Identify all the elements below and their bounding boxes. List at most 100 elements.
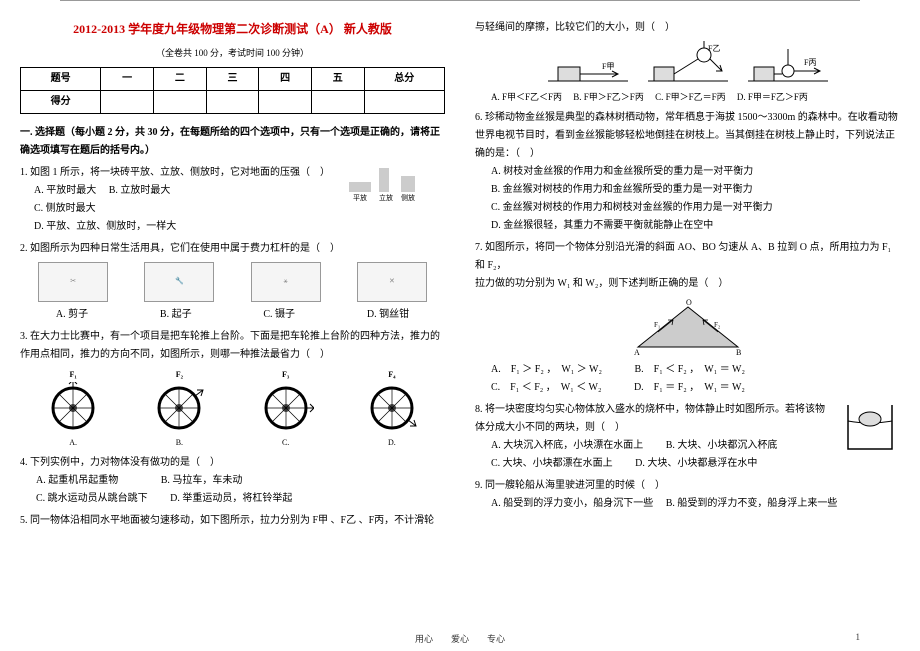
- wheel-b: F₂ B.: [151, 368, 207, 450]
- opt: D. 平放、立放、侧放时，一样大: [34, 221, 176, 232]
- opt: A. 平放时最大: [34, 185, 96, 196]
- label: B.: [151, 436, 207, 450]
- pliers-icon: ✕: [357, 262, 427, 302]
- question-6: 6. 珍稀动物金丝猴是典型的森林树栖动物，常年栖息于海拔 1500～3300m …: [475, 109, 900, 235]
- label: C.: [258, 436, 314, 450]
- th: 总分: [364, 67, 444, 90]
- opt: A. F甲＜F乙＜F丙: [491, 92, 562, 102]
- opt: A. 起重机吊起重物: [36, 475, 118, 486]
- q6-stem: 6. 珍稀动物金丝猴是典型的森林树栖动物，常年栖息于海拔 1500～3300m …: [475, 109, 900, 163]
- question-3: 3. 在大力士比赛中，有一个项目是把车轮推上台阶。下面是把车轮推上台阶的四种方法…: [20, 328, 445, 450]
- question-8: 8. 将一块密度均匀实心物体放入盛水的烧杯中，物体静止时如图所示。若将该物体分成…: [475, 401, 900, 473]
- opt: A. 大块沉入杯底，小块漂在水面上: [491, 440, 643, 451]
- label: 侧放: [401, 192, 415, 205]
- page-container: 2012-2013 学年度九年级物理第二次诊断测试（A） 新人教版 （全卷共 1…: [0, 9, 920, 629]
- exam-subtitle: （全卷共 100 分，考试时间 100 分钟）: [20, 45, 445, 61]
- opt: C. 跳水运动员从跳台跳下: [36, 493, 148, 504]
- svg-text:A: A: [634, 348, 640, 357]
- top-rule: [60, 0, 860, 1]
- questionडquestion-4: 4. 下列实例中，力对物体没有做功的是（ ） A. 起重机吊起重物 B. 马拉车…: [20, 454, 445, 508]
- th: 五: [311, 67, 364, 90]
- wheel-c: F₃ C.: [258, 368, 314, 450]
- pulley-diagrams: F甲 F乙: [475, 41, 900, 85]
- question-7: 7. 如图所示，将同一个物体分别沿光滑的斜面 AO、BO 匀速从 A、B 拉到 …: [475, 239, 900, 397]
- th: 三: [206, 67, 259, 90]
- title-edition: 新人教版: [344, 22, 392, 36]
- q9-opts: A. 船受到的浮力变小，船身沉下一些 B. 船受到的浮力不变，船身浮上来一些: [475, 495, 900, 513]
- opt: B. 大块、小块都沉入杯底: [666, 440, 778, 451]
- cell: [364, 90, 444, 113]
- scissors-icon: ✂: [38, 262, 108, 302]
- opt: B. F₁ ＜ F₂ ， W₁ ＝ W₂: [635, 364, 745, 375]
- svg-text:F甲: F甲: [602, 62, 614, 71]
- question-5: 5. 同一物体沿相同水平地面被匀速移动，如下图所示，拉力分别为 F甲 、F乙 、…: [20, 512, 445, 530]
- opt: B. 起子: [160, 306, 192, 324]
- score-table: 题号 一 二 三 四 五 总分 得分: [20, 67, 445, 114]
- incline-triangle-icon: A O B F₁ F₂: [618, 297, 758, 357]
- th: 题号: [21, 67, 101, 90]
- pulley-a-icon: F甲: [548, 41, 628, 85]
- th: 四: [259, 67, 312, 90]
- force-label: F₃: [258, 368, 314, 382]
- opt: D. F₁ ＝ F₂ ， W₁ ＝ W₂: [634, 382, 745, 393]
- table-row: 得分: [21, 90, 445, 113]
- q7-stem: 7. 如图所示，将同一个物体分别沿光滑的斜面 AO、BO 匀速从 A、B 拉到 …: [475, 239, 900, 275]
- q8-opts: A. 大块沉入杯底，小块漂在水面上 B. 大块、小块都沉入杯底 C. 大块、小块…: [475, 437, 900, 473]
- opener-icon: 🔧: [144, 262, 214, 302]
- wheel-icon: [258, 382, 314, 430]
- opt: C. 侧放时最大: [34, 203, 96, 214]
- q2-images: ✂ 🔧 ⚹ ✕: [20, 262, 445, 302]
- opt: A. F₁ ＞ F₂ ， W₁ ＞ W₂: [491, 364, 602, 375]
- q5-opts: A. F甲＜F乙＜F丙 B. F甲＞F乙＞F丙 C. F甲＞F乙＝F丙 D. F…: [475, 89, 900, 105]
- q4-stem: 4. 下列实例中，力对物体没有做功的是（ ）: [20, 454, 445, 472]
- label: 平放: [349, 192, 371, 205]
- q3-wheels: F₁ A. F₂ B. F₃ C. F₄ D.: [20, 368, 445, 450]
- left-column: 2012-2013 学年度九年级物理第二次诊断测试（A） 新人教版 （全卷共 1…: [20, 19, 445, 629]
- opt: C. 金丝猴对树枝的作用力和树枝对金丝猴的作用力是一对平衡力: [491, 199, 900, 217]
- brick-diagram: 平放 立放 侧放: [349, 168, 415, 205]
- cell: [259, 90, 312, 113]
- brick-stand-icon: [379, 168, 389, 192]
- svg-text:F丙: F丙: [804, 58, 816, 67]
- tweezers-icon: ⚹: [251, 262, 321, 302]
- question-5-cont: 与轻绳间的摩擦，比较它们的大小，则（ ） F甲 F: [475, 19, 900, 105]
- wheel-icon: [151, 382, 207, 430]
- q2-stem: 2. 如图所示为四种日常生活用具，它们在使用中属于费力杠杆的是（ ）: [20, 240, 445, 258]
- q9-stem: 9. 同一艘轮船从海里驶进河里的时候（ ）: [475, 477, 900, 495]
- right-column: 与轻绳间的摩擦，比较它们的大小，则（ ） F甲 F: [475, 19, 900, 629]
- opt: C. F甲＞F乙＝F丙: [655, 92, 726, 102]
- q3-stem: 3. 在大力士比赛中，有一个项目是把车轮推上台阶。下面是把车轮推上台阶的四种方法…: [20, 328, 445, 364]
- brick-flat-icon: [349, 182, 371, 192]
- wheel-a: F₁ A.: [45, 368, 101, 450]
- cell: [311, 90, 364, 113]
- page-footer: 用心 爱心 专心 1: [0, 632, 920, 645]
- q5-stem: 5. 同一物体沿相同水平地面被匀速移动，如下图所示，拉力分别为 F甲 、F乙 、…: [20, 512, 445, 530]
- pulley-b-icon: F乙: [648, 41, 728, 85]
- opt: B. 立放时最大: [109, 185, 171, 196]
- th: 二: [154, 67, 207, 90]
- opt: C. F₁ ＜ F₂ ， W₁ ＜ W₂: [491, 382, 601, 393]
- svg-text:B: B: [736, 348, 741, 357]
- opt: A. 剪子: [56, 306, 88, 324]
- opt: D. 金丝猴很轻，其重力不需要平衡就能静止在空中: [491, 217, 900, 235]
- svg-text:F₁: F₁: [654, 321, 660, 329]
- opt: D. 钢丝钳: [367, 306, 409, 324]
- opt: A. 树枝对金丝猴的作用力和金丝猴所受的重力是一对平衡力: [491, 163, 900, 181]
- svg-text:F₂: F₂: [714, 321, 721, 329]
- label: D.: [364, 436, 420, 450]
- section-1-header: 一. 选择题（每小题 2 分，共 30 分，在每题所给的四个选项中，只有一个选项…: [20, 124, 445, 160]
- question-9: 9. 同一艘轮船从海里驶进河里的时候（ ） A. 船受到的浮力变小，船身沉下一些…: [475, 477, 900, 513]
- opt: A. 船受到的浮力变小，船身沉下一些: [491, 498, 653, 509]
- label: 立放: [379, 192, 393, 205]
- opt: D. F甲＝F乙＞F丙: [737, 92, 808, 102]
- opt: B. 船受到的浮力不变，船身浮上来一些: [666, 498, 838, 509]
- wheel-d: F₄ D.: [364, 368, 420, 450]
- svg-text:O: O: [686, 298, 692, 307]
- force-label: F₄: [364, 368, 420, 382]
- opt: B. 金丝猴对树枝的作用力和金丝猴所受的重力是一对平衡力: [491, 181, 900, 199]
- q2-labels: A. 剪子 B. 起子 C. 镊子 D. 钢丝钳: [20, 306, 445, 324]
- footer-text: 用心 爱心 专心: [415, 634, 505, 644]
- title-main: 2012-2013 学年度九年级物理第二次诊断测试（A）: [73, 22, 341, 36]
- opt: B. F甲＞F乙＞F丙: [573, 92, 644, 102]
- q7-opts: A. F₁ ＞ F₂ ， W₁ ＞ W₂ B. F₁ ＜ F₂ ， W₁ ＝ W…: [475, 361, 900, 397]
